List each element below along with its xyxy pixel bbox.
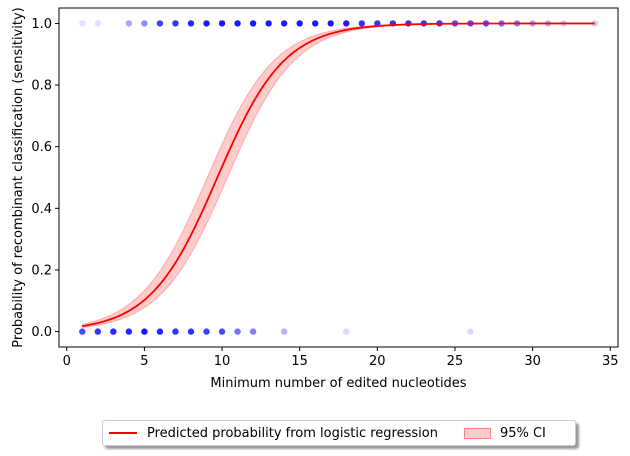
data-point-y0 [234,328,241,335]
data-point-y1 [203,20,210,27]
data-point-y1 [234,20,241,27]
legend-curve-label: Predicted probability from logistic regr… [147,425,438,441]
legend-ci-label: 95% CI [499,425,546,441]
legend-item-ci: 95% CI [438,426,546,441]
y-axis-label: Probability of recombinant classificatio… [11,7,26,347]
x-tick-label: 15 [291,354,308,369]
x-tick-label: 0 [63,354,71,369]
data-point-y0 [172,328,179,335]
y-tick-label: 0.8 [31,79,52,94]
x-axis-ticks: 0 5 10 15 20 25 30 35 [63,347,619,369]
data-point-y1 [296,20,303,27]
data-point-y0 [110,328,117,335]
y-tick-label: 1.0 [31,17,52,32]
legend: Predicted probability from logistic regr… [102,420,576,446]
data-point-y0 [280,328,288,335]
data-point-y1 [405,20,412,27]
ci-band [81,22,596,329]
x-axis-label: Minimum number of edited nucleotides [210,376,466,391]
data-point-y1 [591,20,598,27]
data-point-y0 [343,328,350,335]
x-tick-label: 5 [140,354,148,369]
data-point-y1 [218,20,226,27]
data-point-y1 [94,20,102,27]
y-tick-label: 0.6 [31,140,52,155]
x-tick-label: 25 [447,354,464,369]
data-point-y1 [141,20,148,27]
regression-curve-layer [82,22,595,328]
data-point-y0 [218,328,226,335]
y-tick-label: 0.2 [31,263,52,278]
data-point-y1 [265,20,272,27]
data-point-y1 [156,20,164,27]
y-tick-label: 0.0 [31,325,52,340]
data-point-y0 [203,328,210,335]
legend-ci-swatch [463,427,491,439]
legend-line-swatch [109,432,137,434]
data-point-y1 [280,20,288,27]
data-point-y0 [187,328,195,335]
data-point-y1 [172,20,179,27]
data-points-layer [79,20,598,335]
regression-curve [82,22,595,328]
y-axis-ticks: 0.0 0.2 0.4 0.6 0.8 1.0 [31,17,59,340]
data-point-y1 [327,20,334,27]
x-tick-label: 30 [524,354,541,369]
data-point-y1 [125,20,133,27]
data-point-y1 [79,20,86,27]
data-point-y1 [187,20,195,27]
x-tick-label: 35 [602,354,619,369]
data-point-y0 [125,328,133,335]
x-tick-label: 20 [369,354,386,369]
data-point-y0 [249,328,257,335]
data-point-y0 [141,328,148,335]
data-point-y1 [358,20,365,27]
data-point-y1 [249,20,257,27]
x-tick-label: 10 [214,354,231,369]
data-point-y0 [467,328,474,335]
logistic-chart: 0 5 10 15 20 25 30 35 0.0 0.2 0.4 0.6 0.8 1.0 Minimu… [11,7,619,391]
ci-band-layer [81,22,596,329]
data-point-y1 [343,20,350,27]
data-point-y0 [79,328,86,335]
data-point-y0 [156,328,164,335]
data-point-y1 [312,20,319,27]
y-tick-label: 0.4 [31,202,52,217]
plot-frame [58,7,619,348]
data-point-y0 [94,328,102,335]
legend-item-curve: Predicted probability from logistic regr… [103,426,438,441]
